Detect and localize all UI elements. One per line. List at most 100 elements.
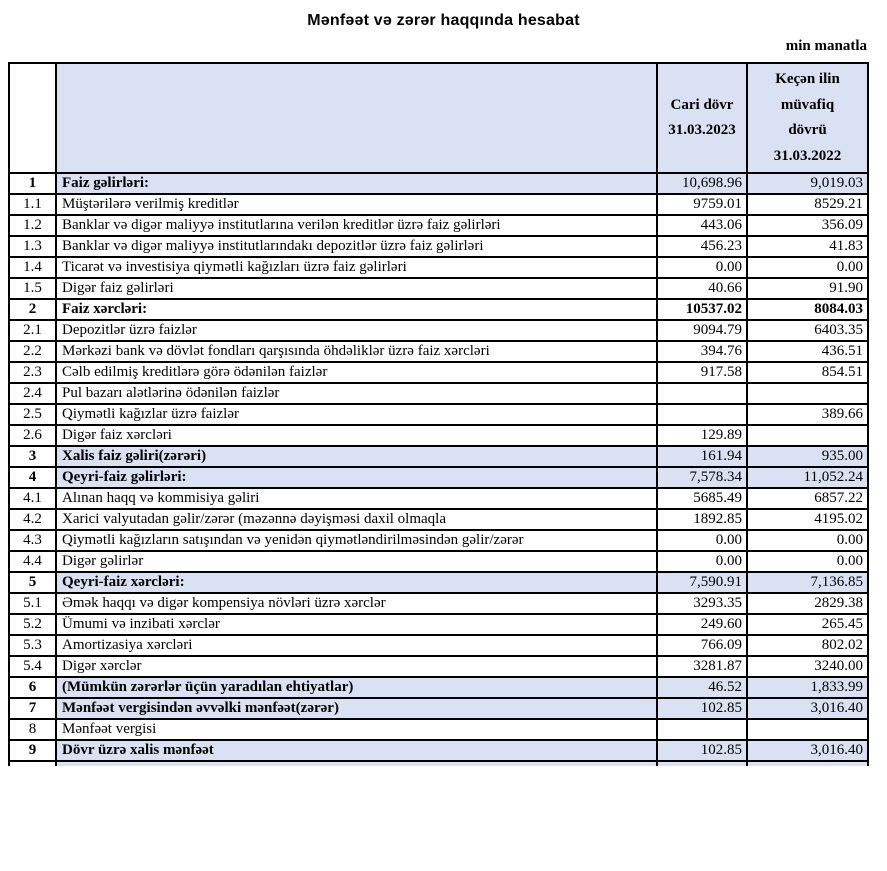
table-row: 4.3 Qiymətli kağızların satışından və ye… xyxy=(8,529,869,552)
table-row: 2.1 Depozitlər üzrə faizlər 9094.79 6403… xyxy=(8,319,869,342)
row-number-cell: 3 xyxy=(8,445,57,468)
current-value-cell: 161.94 xyxy=(656,445,748,468)
current-value-cell: 0.00 xyxy=(656,529,748,552)
row-number-cell: 2.5 xyxy=(8,403,57,426)
previous-value-cell: 436.51 xyxy=(746,340,869,363)
row-number-cell: 1.5 xyxy=(8,277,57,300)
row-label-cell: Faiz xərcləri: xyxy=(55,298,658,321)
row-number-cell: 5.2 xyxy=(8,613,57,636)
row-number-cell: 5.1 xyxy=(8,592,57,615)
previous-value-cell: 0.00 xyxy=(746,529,869,552)
table-row: 2 Faiz xərcləri: 10537.02 8084.03 xyxy=(8,298,869,321)
row-label-cell: Ticarət və investisiya qiymətli kağızlar… xyxy=(55,256,658,279)
row-number-cell: 5.3 xyxy=(8,634,57,657)
previous-value-cell: 8529.21 xyxy=(746,193,869,216)
header-current-period-cell: Cari dövr 31.03.2023 xyxy=(656,62,748,174)
previous-value-cell: 6857.22 xyxy=(746,487,869,510)
row-label-cell xyxy=(55,760,658,766)
row-label-cell: Xarici valyutadan gəlir/zərər (məzənnə d… xyxy=(55,508,658,531)
table-row: 2.6 Digər faiz xərcləri 129.89 xyxy=(8,424,869,447)
row-number-cell: 5 xyxy=(8,571,57,594)
current-value-cell: 5685.49 xyxy=(656,487,748,510)
row-number-cell: 2.4 xyxy=(8,382,57,405)
row-label-cell: Ümumi və inzibati xərclər xyxy=(55,613,658,636)
previous-value-cell: 854.51 xyxy=(746,361,869,384)
current-value-cell xyxy=(656,718,748,741)
row-label-cell: Mənfəət vergisi xyxy=(55,718,658,741)
row-label-cell: Cəlb edilmiş kreditlərə görə ödənilən fa… xyxy=(55,361,658,384)
previous-value-cell: 802.02 xyxy=(746,634,869,657)
row-label-cell: Qeyri-faiz xərcləri: xyxy=(55,571,658,594)
current-value-cell: 766.09 xyxy=(656,634,748,657)
table-row: 1.3 Banklar və digər maliyyə institutlar… xyxy=(8,235,869,258)
current-value-cell: 394.76 xyxy=(656,340,748,363)
previous-value-cell: 6403.35 xyxy=(746,319,869,342)
row-label-cell: Xalis faiz gəliri(zərəri) xyxy=(55,445,658,468)
table-row: 1.2 Banklar və digər maliyyə institutlar… xyxy=(8,214,869,237)
table-header-row: Cari dövr 31.03.2023 Keçən ilin müvafiq … xyxy=(8,62,869,174)
row-number-cell: 1 xyxy=(8,172,57,195)
table-row: 4.2 Xarici valyutadan gəlir/zərər (məzən… xyxy=(8,508,869,531)
previous-value-cell: 9,019.03 xyxy=(746,172,869,195)
row-number-cell xyxy=(8,760,57,766)
row-number-cell: 4.1 xyxy=(8,487,57,510)
page-title: Mənfəət və zərər haqqında hesabat xyxy=(307,12,580,29)
table-row: 4 Qeyri-faiz gəlirləri: 7,578.34 11,052.… xyxy=(8,466,869,489)
current-value-cell xyxy=(656,382,748,405)
previous-value-cell: 41.83 xyxy=(746,235,869,258)
current-value-cell: 10,698.96 xyxy=(656,172,748,195)
row-label-cell: Əmək haqqı və digər kompensiya növləri ü… xyxy=(55,592,658,615)
row-label-cell: Faiz gəlirləri: xyxy=(55,172,658,195)
row-number-cell: 9 xyxy=(8,739,57,762)
previous-value-cell: 3240.00 xyxy=(746,655,869,678)
row-label-cell: Müştərilərə verilmiş kreditlər xyxy=(55,193,658,216)
current-value-cell xyxy=(656,760,748,766)
table-row: 5.3 Amortizasiya xərcləri 766.09 802.02 xyxy=(8,634,869,657)
current-value-cell: 7,590.91 xyxy=(656,571,748,594)
current-value-cell: 40.66 xyxy=(656,277,748,300)
report-table-body: 1 Faiz gəlirləri: 10,698.96 9,019.03 1.1… xyxy=(8,172,869,766)
current-value-cell: 917.58 xyxy=(656,361,748,384)
previous-value-cell: 4195.02 xyxy=(746,508,869,531)
previous-value-cell: 265.45 xyxy=(746,613,869,636)
table-row: 6 (Mümkün zərərlər üçün yaradılan ehtiya… xyxy=(8,676,869,699)
current-value-cell: 9759.01 xyxy=(656,193,748,216)
table-row: 1.4 Ticarət və investisiya qiymətli kağı… xyxy=(8,256,869,279)
report-table: Cari dövr 31.03.2023 Keçən ilin müvafiq … xyxy=(8,62,869,766)
row-label-cell: Amortizasiya xərcləri xyxy=(55,634,658,657)
current-value-cell: 46.52 xyxy=(656,676,748,699)
current-value-cell: 0.00 xyxy=(656,550,748,573)
current-value-cell: 443.06 xyxy=(656,214,748,237)
row-label-cell: Mənfəət vergisindən əvvəlki mənfəət(zərə… xyxy=(55,697,658,720)
header-previous-period-cell: Keçən ilin müvafiq dövrü 31.03.2022 xyxy=(746,62,869,174)
row-number-cell: 1.4 xyxy=(8,256,57,279)
row-label-cell: Qeyri-faiz gəlirləri: xyxy=(55,466,658,489)
row-number-cell: 4 xyxy=(8,466,57,489)
current-value-cell: 7,578.34 xyxy=(656,466,748,489)
table-row: 9 Dövr üzrə xalis mənfəət 102.85 3,016.4… xyxy=(8,739,869,762)
previous-value-cell: 11,052.24 xyxy=(746,466,869,489)
table-row: 5.1 Əmək haqqı və digər kompensiya növlə… xyxy=(8,592,869,615)
table-row: 8 Mənfəət vergisi xyxy=(8,718,869,741)
previous-value-cell: 8084.03 xyxy=(746,298,869,321)
row-number-cell: 4.2 xyxy=(8,508,57,531)
table-row: 5.4 Digər xərclər 3281.87 3240.00 xyxy=(8,655,869,678)
previous-value-cell: 389.66 xyxy=(746,403,869,426)
table-row: 1.5 Digər faiz gəlirləri 40.66 91.90 xyxy=(8,277,869,300)
row-number-cell: 8 xyxy=(8,718,57,741)
table-row: 5 Qeyri-faiz xərcləri: 7,590.91 7,136.85 xyxy=(8,571,869,594)
current-value-cell: 129.89 xyxy=(656,424,748,447)
current-value-cell: 10537.02 xyxy=(656,298,748,321)
row-label-cell: Digər faiz gəlirləri xyxy=(55,277,658,300)
table-header: Cari dövr 31.03.2023 Keçən ilin müvafiq … xyxy=(8,62,869,174)
current-value-cell: 102.85 xyxy=(656,697,748,720)
row-number-cell: 4.3 xyxy=(8,529,57,552)
previous-value-cell xyxy=(746,718,869,741)
current-value-cell: 0.00 xyxy=(656,256,748,279)
previous-value-cell: 1,833.99 xyxy=(746,676,869,699)
row-number-cell: 2.6 xyxy=(8,424,57,447)
table-row: 1.1 Müştərilərə verilmiş kreditlər 9759.… xyxy=(8,193,869,216)
previous-value-cell: 91.90 xyxy=(746,277,869,300)
current-value-cell xyxy=(656,403,748,426)
